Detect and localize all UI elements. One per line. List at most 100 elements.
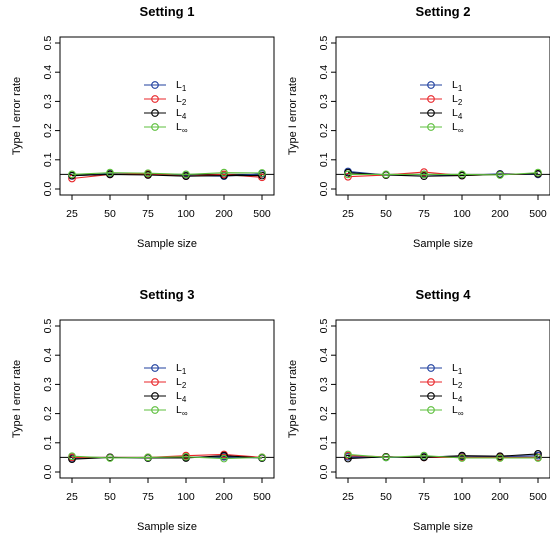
- y-tick-label: 0.5: [318, 36, 330, 51]
- y-tick-label: 0.1: [318, 435, 330, 450]
- legend-marker: [151, 406, 159, 414]
- x-tick-label: 50: [104, 208, 116, 220]
- series-L∞: [68, 452, 266, 463]
- data-point: [534, 454, 542, 462]
- y-axis: 0.0 0.1 0.2 0.3 0.4 0.5: [318, 319, 336, 480]
- legend-marker: [427, 109, 435, 117]
- y-tick-label: 0.1: [318, 152, 330, 167]
- y-axis-title: Type I error rate: [11, 77, 23, 155]
- y-axis: 0.0 0.1 0.2 0.3 0.4 0.5: [42, 319, 60, 479]
- legend-marker: [427, 392, 435, 400]
- y-tick-label: 0.3: [318, 377, 330, 392]
- legend-label: L∞: [176, 404, 188, 418]
- y-tick-label: 0.0: [42, 182, 54, 197]
- legend-label: L1: [452, 79, 463, 93]
- x-tick-label: 200: [215, 208, 233, 220]
- data-point: [182, 452, 190, 461]
- legend-marker: [151, 81, 159, 89]
- data-point: [68, 170, 76, 179]
- chart-panel-2: Setting 2 0.0 0.1 0.2 0.3 0.4 0.5 25 50 75 100 200 5…: [287, 4, 550, 250]
- legend-item: L4: [420, 107, 463, 121]
- chart-panel-1: Setting 1 0.0 0.1 0.2 0.3 0.4 0.5 25 50 75 100 200 5…: [11, 4, 275, 250]
- x-tick-label: 50: [380, 491, 392, 503]
- legend-marker: [427, 81, 435, 89]
- x-tick-label: 25: [342, 208, 354, 220]
- data-point: [420, 451, 428, 460]
- chart-title: Setting 1: [140, 4, 195, 19]
- data-point: [458, 170, 466, 179]
- y-tick-label: 0.4: [42, 65, 54, 80]
- legend-label: L4: [452, 390, 463, 404]
- x-tick-label: 200: [215, 491, 233, 503]
- legend-label: L2: [176, 93, 187, 107]
- legend-label: L∞: [176, 121, 188, 135]
- legend-label: L∞: [452, 404, 464, 418]
- legend-label: L1: [176, 79, 187, 93]
- data-point: [496, 454, 504, 462]
- legend-label: L4: [452, 107, 463, 121]
- x-tick-label: 100: [177, 491, 195, 503]
- legend-item: L4: [144, 390, 187, 404]
- data-point: [534, 450, 542, 458]
- legend-item: L2: [420, 376, 463, 390]
- y-tick-label: 0.1: [42, 435, 54, 450]
- x-axis-title: Sample size: [137, 238, 197, 250]
- legend-item: L∞: [144, 404, 188, 418]
- data-point: [144, 169, 152, 178]
- legend-label: L4: [176, 107, 187, 121]
- x-tick-label: 25: [66, 208, 78, 220]
- x-tick-label: 200: [491, 208, 509, 220]
- legend-marker: [151, 109, 159, 117]
- legend-marker: [427, 95, 435, 103]
- data-point: [68, 455, 76, 464]
- x-tick-label: 50: [104, 491, 116, 503]
- x-tick-label: 100: [453, 491, 471, 503]
- data-point: [420, 170, 428, 179]
- legend-item: L∞: [144, 121, 188, 135]
- x-tick-label: 25: [66, 491, 78, 503]
- legend-item: L1: [144, 79, 187, 93]
- x-tick-label: 200: [491, 491, 509, 503]
- data-point: [258, 453, 266, 462]
- legend-item: L2: [420, 93, 463, 107]
- legend-item: L1: [144, 362, 187, 376]
- legend-marker: [427, 406, 435, 414]
- data-point: [220, 454, 228, 463]
- x-tick-label: 500: [529, 208, 547, 220]
- x-tick-label: 50: [380, 208, 392, 220]
- data-point: [458, 454, 466, 462]
- data-point: [344, 172, 352, 181]
- x-tick-label: 75: [142, 491, 154, 503]
- y-tick-label: 0.5: [318, 319, 330, 334]
- x-axis: 25 50 75 100 200 500: [342, 478, 547, 503]
- data-point: [344, 450, 352, 459]
- legend-marker: [427, 378, 435, 386]
- y-tick-label: 0.3: [42, 94, 54, 109]
- legend-label: L2: [452, 376, 463, 390]
- y-tick-label: 0.2: [42, 406, 54, 421]
- data-point: [458, 451, 466, 460]
- plot-frame: [59, 36, 275, 196]
- x-axis: 25 50 75 100 200 500: [342, 195, 547, 220]
- plot-frame: [59, 319, 275, 479]
- plot-frame: [335, 319, 550, 479]
- legend-label: L∞: [452, 121, 464, 135]
- legend-label: L1: [176, 362, 187, 376]
- x-tick-label: 75: [418, 208, 430, 220]
- plot-frame: [335, 36, 550, 196]
- legend-item: L1: [420, 79, 463, 93]
- y-axis-title: Type I error rate: [11, 360, 23, 438]
- y-axis-title: Type I error rate: [287, 360, 299, 438]
- series-L∞: [68, 168, 266, 179]
- legend-item: L4: [420, 390, 463, 404]
- x-axis: 25 50 75 100 200 500: [66, 195, 271, 220]
- data-point: [182, 170, 190, 179]
- y-tick-label: 0.2: [42, 123, 54, 138]
- x-tick-label: 75: [142, 208, 154, 220]
- x-tick-label: 500: [529, 491, 547, 503]
- y-tick-label: 0.0: [318, 465, 330, 480]
- data-point: [220, 168, 228, 177]
- y-axis: 0.0 0.1 0.2 0.3 0.4 0.5: [42, 36, 60, 197]
